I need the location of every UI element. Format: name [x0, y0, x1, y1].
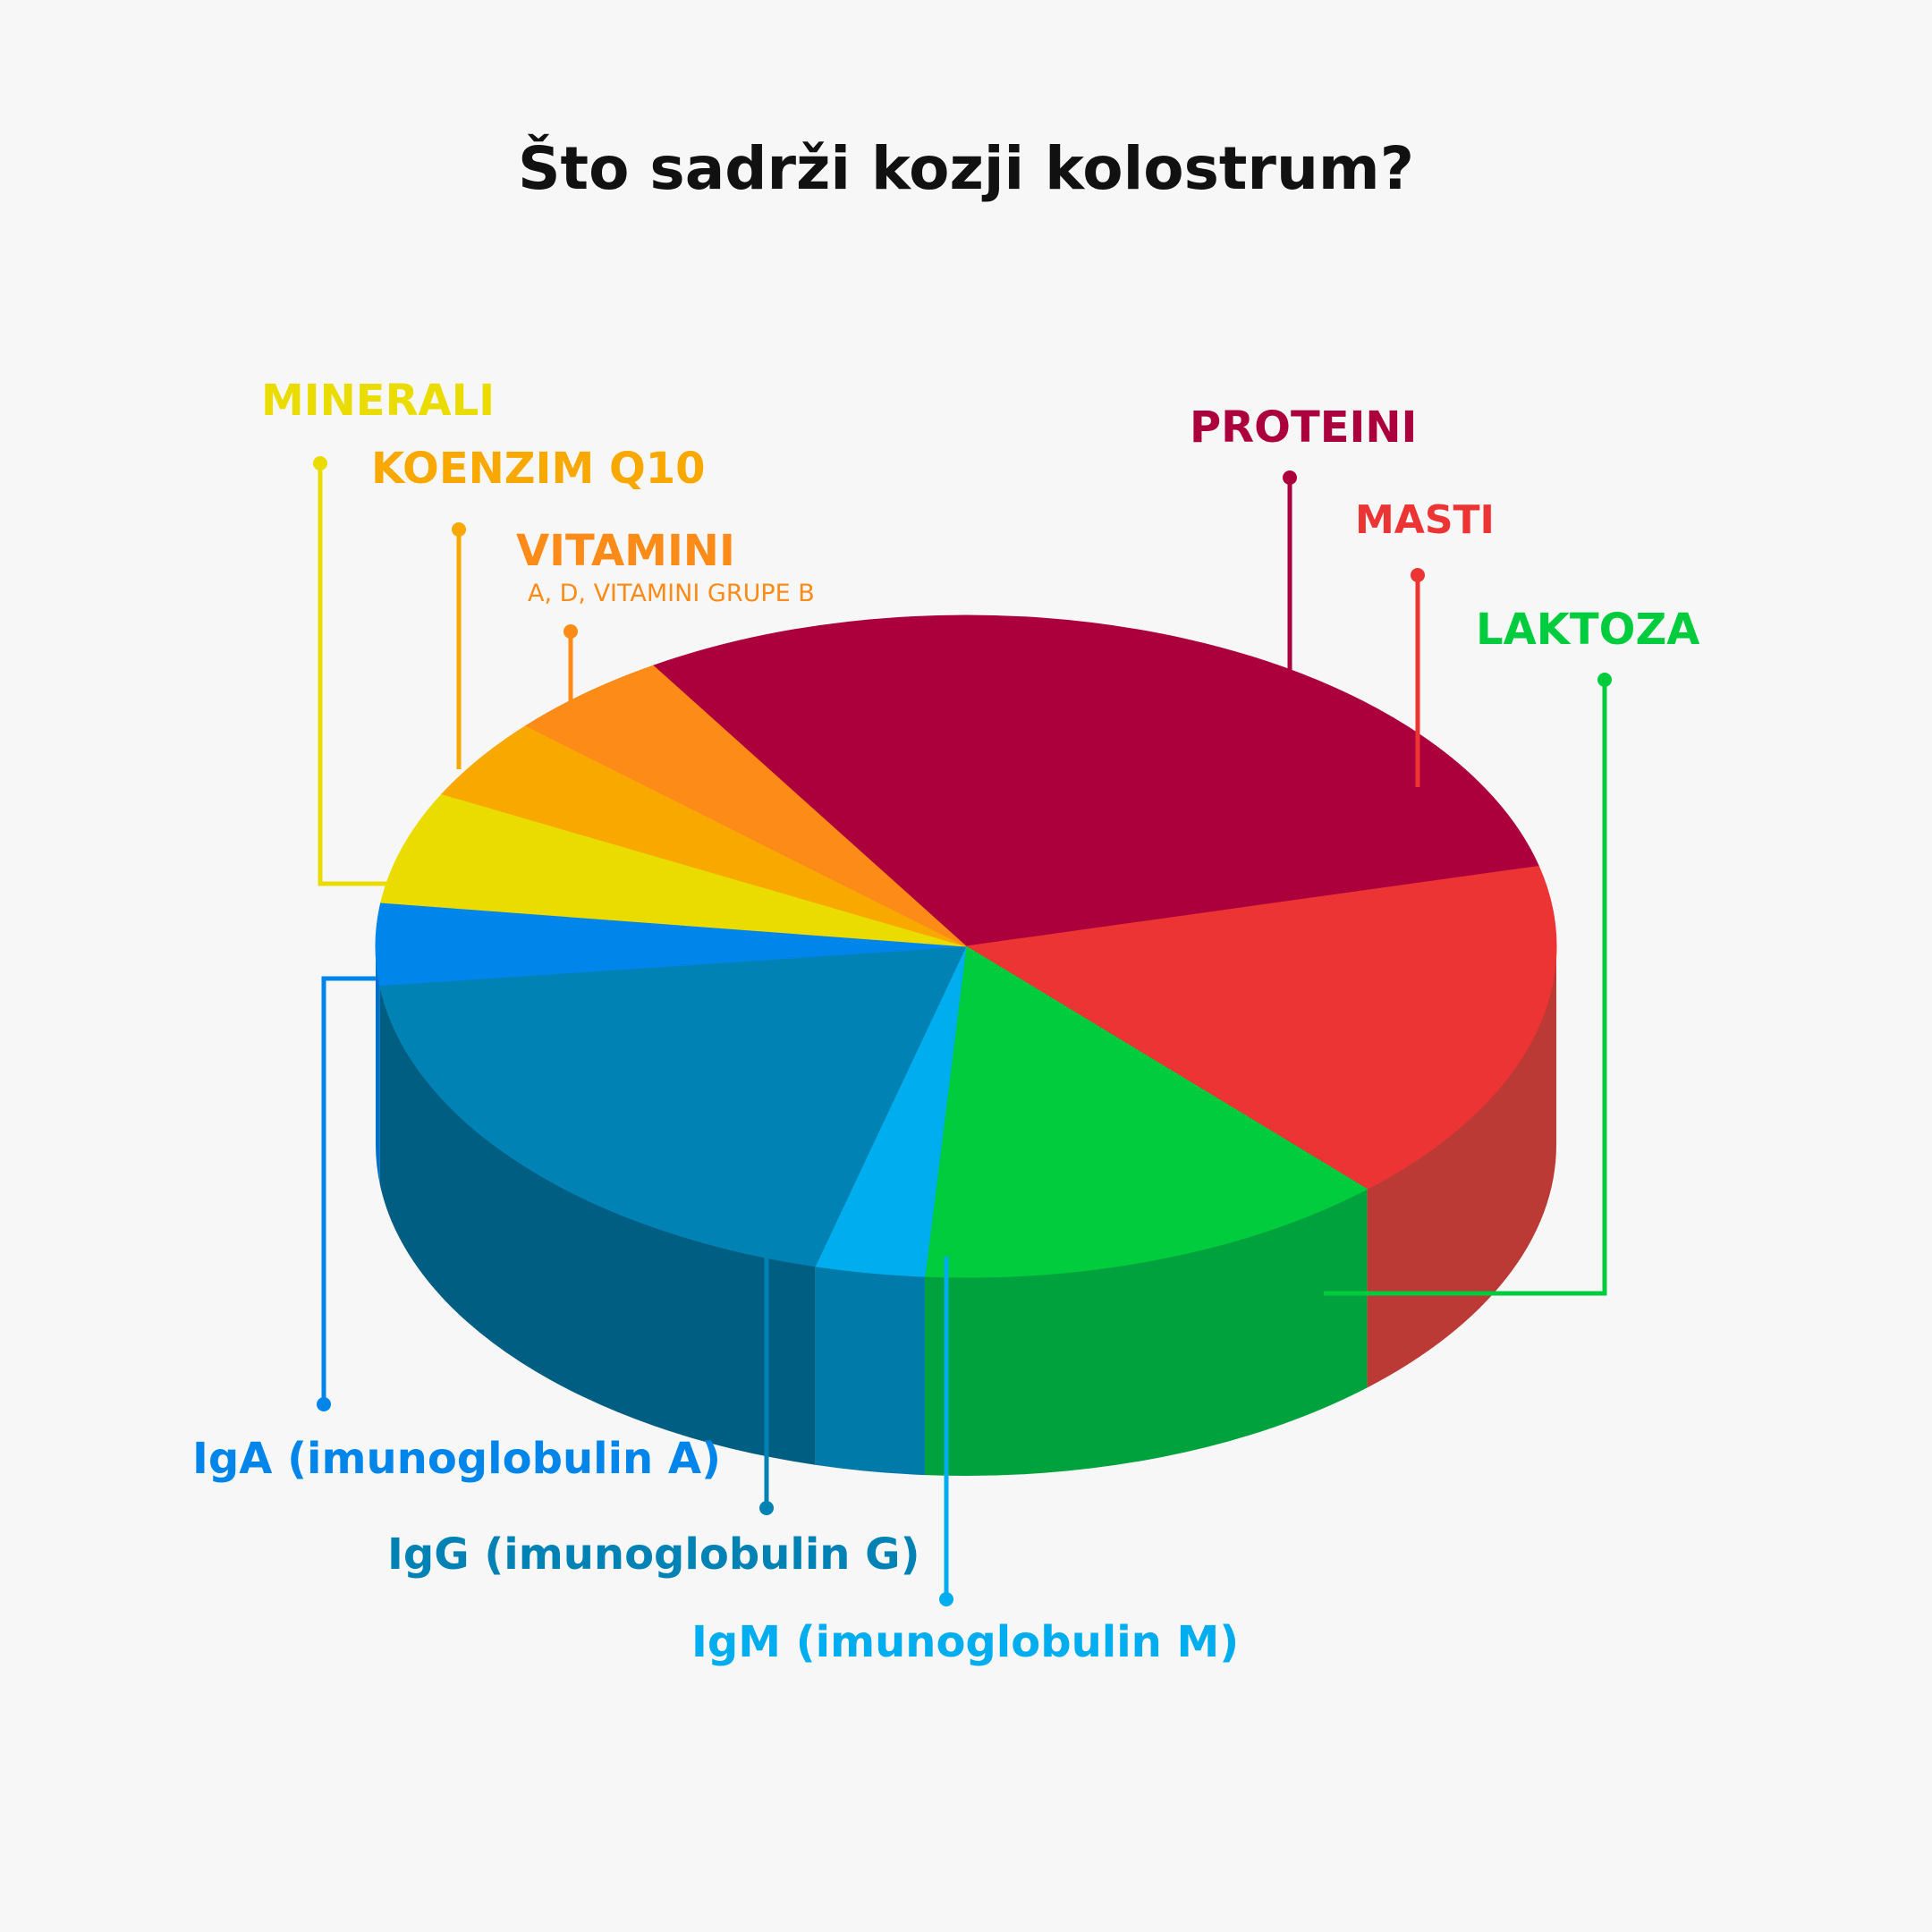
- leader-line-minerali: [318, 463, 386, 886]
- pie-sides: [376, 946, 1556, 1476]
- label-masti: MASTI: [1355, 497, 1495, 543]
- leader-dot-masti: [1411, 568, 1425, 582]
- leader-lines: [313, 456, 1612, 1606]
- leader-dot-vitamini: [564, 624, 578, 639]
- slice-vitamini: [524, 665, 967, 947]
- slice-side-igg-imunoglobulin-g: [379, 985, 816, 1465]
- leader-dot-igg: [759, 1501, 774, 1515]
- label-koenzim-q10: KOENZIM Q10: [371, 444, 706, 494]
- slice-side-igm-imunoglobulin-m: [815, 1266, 925, 1476]
- leader-dot-proteini: [1283, 470, 1297, 485]
- slice-side-laktoza: [924, 1189, 1368, 1476]
- slice-masti: [964, 865, 1557, 1191]
- label-iga: IgA (imunoglobulin A): [192, 1434, 721, 1484]
- leader-line-iga: [321, 976, 376, 1404]
- leader-dot-laktoza: [1597, 673, 1612, 687]
- chart-title: Što sadrži kozji kolostrum?: [518, 134, 1414, 203]
- leader-dot-koenzim-q10: [452, 522, 466, 537]
- leader-dot-iga: [317, 1397, 331, 1411]
- leader-dot-igm: [939, 1592, 953, 1606]
- label-vitamini-sub: A, D, VITAMINI GRUPE B: [528, 580, 815, 607]
- label-laktoza: LAKTOZA: [1476, 605, 1700, 655]
- slice-proteini: [652, 614, 1540, 947]
- leader-line-laktoza: [1324, 680, 1607, 1296]
- slice-minerali: [380, 793, 967, 947]
- label-minerali: MINERALI: [261, 376, 496, 426]
- slice-side-iga-imunoglobulin-a: [376, 946, 380, 1184]
- slice-laktoza: [924, 945, 1368, 1278]
- label-igm: IgM (imunoglobulin M): [691, 1617, 1240, 1667]
- slice-igg-imunoglobulin-g: [379, 945, 967, 1267]
- label-igg: IgG (imunoglobulin G): [387, 1530, 920, 1580]
- label-vitamini: VITAMINI: [516, 526, 735, 576]
- label-proteini: PROTEINI: [1190, 402, 1418, 453]
- leader-dot-minerali: [313, 456, 327, 470]
- pie-top-slices: [375, 614, 1557, 1278]
- slice-side-masti: [1367, 946, 1556, 1388]
